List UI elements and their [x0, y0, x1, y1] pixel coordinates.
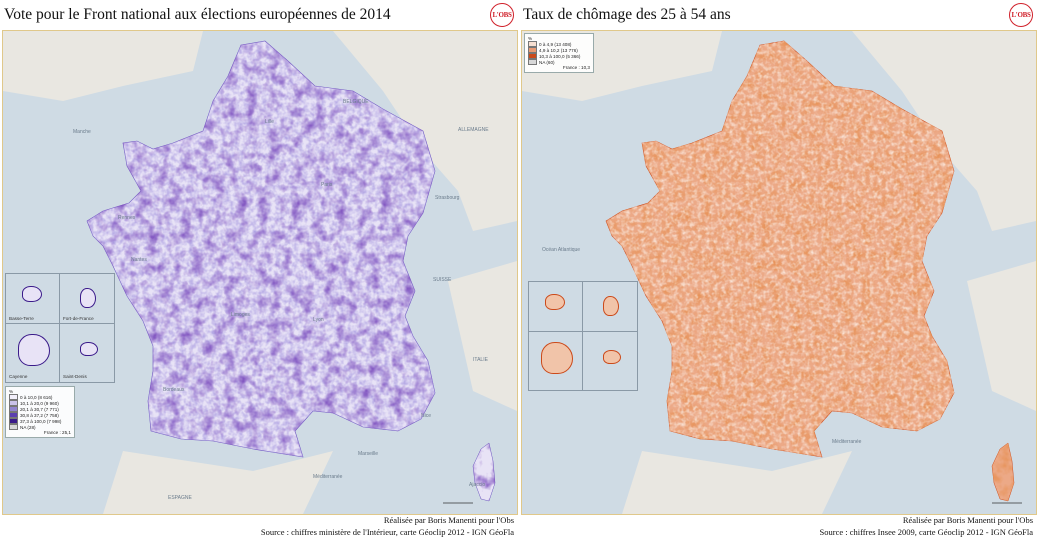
- panel-unemployment: Taux de chômage des 25 à 54 ans L'OBS: [519, 0, 1037, 543]
- place-label: BELGIQUE: [343, 99, 369, 105]
- overseas-inset: [582, 331, 638, 391]
- legend-label: 10,1 à 20,0 (9 960): [20, 400, 59, 406]
- map-canvas: Océan Atlantique Méditerranée % 0 à 4,9 (…: [521, 30, 1037, 515]
- italy-land: [967, 261, 1036, 411]
- legend: % 0 à 10,0 (8 616) 10,1 à 20,0 (9 960) 20,…: [5, 386, 75, 438]
- legend-swatch: [9, 412, 18, 418]
- place-label: ESPAGNE: [168, 495, 192, 501]
- place-label: Ajaccio: [469, 482, 485, 488]
- legend-label: 10,3 à 100,0 (5 366): [539, 53, 581, 59]
- place-label: Lille: [265, 119, 274, 125]
- overseas-inset: [528, 281, 584, 333]
- france-map-vote: MancheOcéan AtlantiqueMéditerranéeBELGIQ…: [3, 31, 517, 514]
- obs-logo: L'OBS: [1009, 3, 1033, 27]
- legend-item: 20,1 à 30,7 (7 771): [9, 406, 71, 412]
- legend-item: 0 à 4,9 (13 408): [528, 41, 590, 47]
- territory-shape: [80, 342, 98, 356]
- legend-label: 20,1 à 30,7 (7 771): [20, 406, 59, 412]
- legend-france-average: France : 10,3: [562, 65, 590, 70]
- legend-swatch: [9, 418, 18, 424]
- overseas-inset: Saint-Denis: [59, 323, 115, 383]
- place-label: ALLEMAGNE: [458, 127, 489, 133]
- legend-label: 4,9 à 10,2 (13 776): [539, 47, 578, 53]
- territory-shape: [22, 286, 42, 302]
- legend-swatch: [528, 59, 537, 65]
- legend-item: 0 à 10,0 (8 616): [9, 394, 71, 400]
- place-label: Marseille: [358, 451, 378, 457]
- place-label: SUISSE: [433, 277, 452, 283]
- legend-label: 0 à 10,0 (8 616): [20, 394, 53, 400]
- legend-item: NA (60): [528, 59, 590, 65]
- credit-author: Réalisée par Boris Manenti pour l'Obs: [902, 515, 1033, 525]
- legend-label: 30,8 à 37,2 (7 758): [20, 412, 59, 418]
- france-map-unemployment: Océan Atlantique Méditerranée: [522, 31, 1036, 514]
- legend-label: 0 à 4,9 (13 408): [539, 41, 572, 47]
- legend-swatch: [528, 53, 537, 59]
- legend-france-average: France : 25,1: [43, 430, 71, 435]
- inset-label: Saint-Denis: [63, 374, 87, 379]
- inset-label: Fort-de-France: [63, 316, 94, 321]
- legend-label: 37,3 à 100,0 (7 998): [20, 418, 62, 424]
- overseas-inset: [582, 281, 638, 333]
- overseas-inset: [528, 331, 584, 391]
- place-label: Paris: [321, 182, 333, 188]
- overseas-inset: Basse-Terre: [5, 273, 61, 325]
- panel-fn-vote: Vote pour le Front national aux élection…: [0, 0, 518, 543]
- legend-swatch: [9, 424, 18, 430]
- overseas-inset: Fort-de-France: [59, 273, 115, 325]
- place-label: Strasbourg: [435, 195, 460, 201]
- legend-swatch: [9, 394, 18, 400]
- place-label: Limoges: [231, 312, 250, 318]
- place-label: Nantes: [131, 257, 147, 263]
- credit-source: Source : chiffres Insee 2009, carte Géoc…: [819, 527, 1033, 537]
- legend-item: 4,9 à 10,2 (13 776): [528, 47, 590, 53]
- place-label: Méditerranée: [832, 439, 862, 445]
- territory-shape: [541, 342, 573, 374]
- map-place-labels: MancheOcéan AtlantiqueMéditerranéeBELGIQ…: [43, 99, 489, 501]
- place-label: Rennes: [118, 215, 136, 221]
- legend-item: NA (28): [9, 424, 71, 430]
- italy-land: [448, 261, 517, 411]
- legend-swatch: [528, 41, 537, 47]
- map-title: Taux de chômage des 25 à 54 ans: [523, 6, 731, 23]
- territory-shape: [545, 294, 565, 310]
- legend-item: 37,3 à 100,0 (7 998): [9, 418, 71, 424]
- legend-swatch: [9, 400, 18, 406]
- legend-item: 30,8 à 37,2 (7 758): [9, 412, 71, 418]
- legend-unit: %: [9, 389, 14, 394]
- territory-shape: [80, 288, 96, 308]
- obs-logo: L'OBS: [490, 3, 514, 27]
- legend-unit: %: [528, 36, 533, 41]
- credit-source: Source : chiffres ministère de l'Intérie…: [260, 527, 514, 537]
- place-label: Manche: [73, 129, 91, 135]
- territory-shape: [603, 350, 621, 364]
- place-label: Lyon: [313, 317, 324, 323]
- legend-swatch: [528, 47, 537, 53]
- inset-label: Cayenne: [9, 374, 28, 379]
- inset-label: Basse-Terre: [9, 316, 34, 321]
- spain-land: [622, 451, 852, 514]
- place-label: Bordeaux: [163, 387, 185, 393]
- neighbour-land: [852, 31, 1036, 231]
- overseas-inset: Cayenne: [5, 323, 61, 383]
- territory-shape: [603, 296, 619, 316]
- place-label: ITALIE: [473, 357, 489, 363]
- legend-label: NA (60): [539, 59, 555, 65]
- legend-swatch: [9, 406, 18, 412]
- map-canvas: MancheOcéan AtlantiqueMéditerranéeBELGIQ…: [2, 30, 518, 515]
- place-label: Nice: [421, 413, 431, 419]
- legend: % 0 à 4,9 (13 408) 4,9 à 10,2 (13 776) 10,…: [524, 33, 594, 73]
- legend-item: 10,1 à 20,0 (9 960): [9, 400, 71, 406]
- place-label: Océan Atlantique: [542, 247, 580, 253]
- territory-shape: [18, 334, 50, 366]
- spain-land: [103, 451, 333, 514]
- map-title: Vote pour le Front national aux élection…: [4, 6, 391, 23]
- legend-label: NA (28): [20, 424, 36, 430]
- legend-item: 10,3 à 100,0 (5 366): [528, 53, 590, 59]
- credit-author: Réalisée par Boris Manenti pour l'Obs: [383, 515, 514, 525]
- place-label: Méditerranée: [313, 474, 343, 480]
- uk-land: [3, 31, 203, 101]
- neighbour-land: [333, 31, 517, 231]
- map-place-labels: Océan Atlantique Méditerranée: [542, 247, 862, 445]
